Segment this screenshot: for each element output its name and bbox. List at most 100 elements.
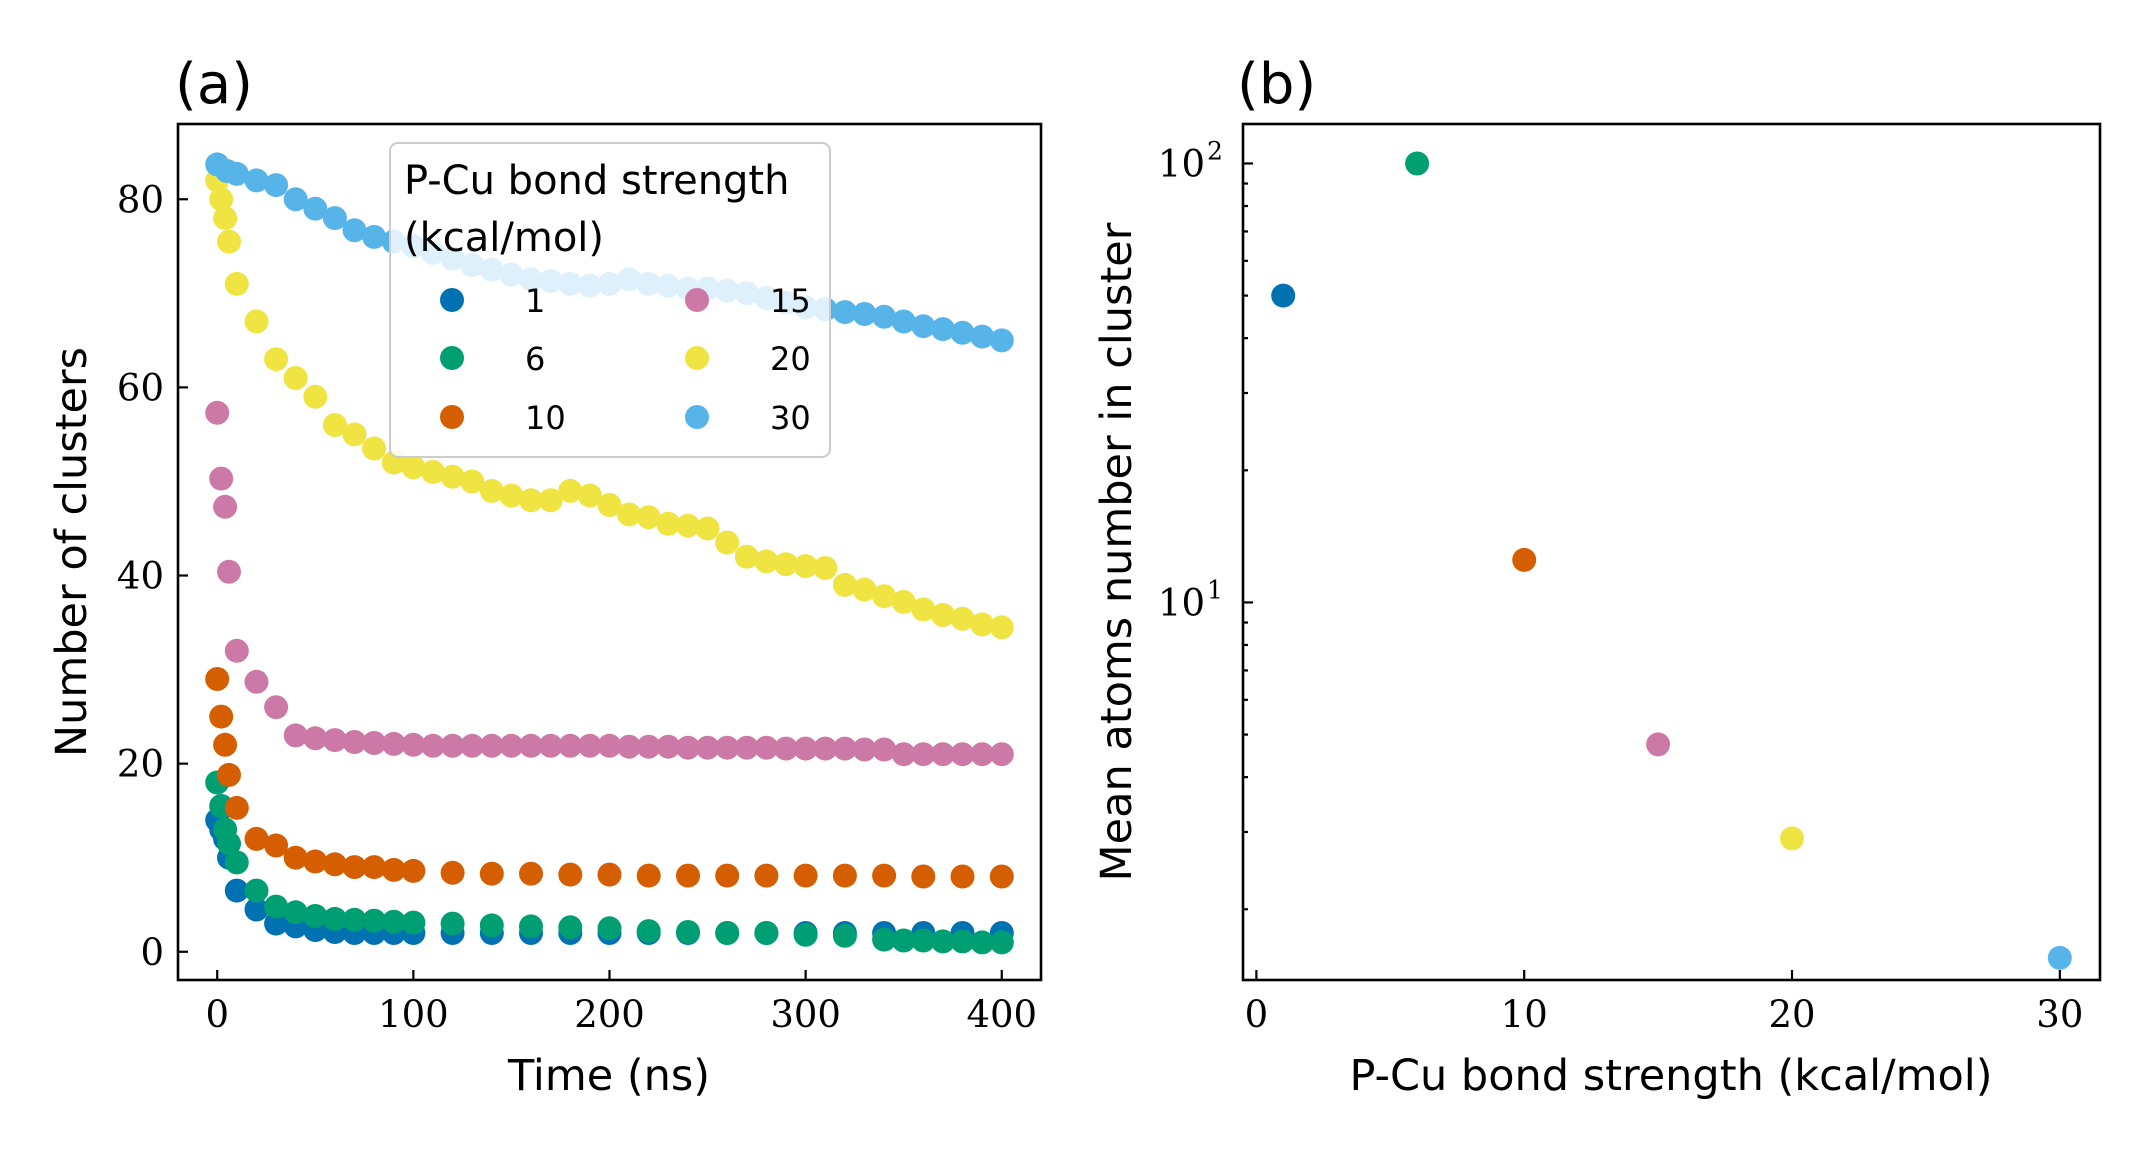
series-1-point: [244, 897, 269, 922]
series-15-point: [538, 733, 563, 758]
series-15-point: [283, 723, 308, 748]
series-15-point: [499, 733, 524, 758]
series-20-point: [322, 413, 347, 437]
series-30-point: [970, 324, 995, 349]
series-20-point: [224, 271, 249, 296]
series-10-point: [322, 852, 347, 877]
series-20-point: [217, 229, 241, 254]
panel-a-y-tick-label: 0: [140, 931, 164, 974]
series-10-point: [558, 862, 583, 887]
legend-marker: [440, 288, 464, 312]
panel-b-x-tick-label: 10: [1501, 993, 1548, 1036]
legend-marker: [685, 405, 709, 429]
legend-title-line-2: (kcal/mol): [404, 215, 604, 261]
legend-label: 6: [525, 340, 545, 378]
series-20-point: [244, 309, 269, 334]
series-6-point: [303, 904, 328, 928]
series-20-point: [597, 493, 622, 517]
series-20-point: [695, 516, 720, 541]
series-20-point: [676, 513, 700, 538]
legend-label: 30: [770, 399, 811, 437]
series-10-point: [205, 667, 230, 691]
series-20-point: [362, 436, 387, 461]
series-15-point: [891, 742, 916, 767]
series-6-point: [989, 930, 1014, 955]
series-6-point: [872, 927, 897, 952]
series-15-point: [362, 731, 387, 755]
legend-label: 10: [525, 399, 566, 437]
series-6-point: [950, 929, 975, 954]
series-6-point: [342, 907, 367, 932]
series-20-point: [460, 469, 485, 494]
series-20-point: [656, 511, 681, 536]
series-20-point: [283, 366, 308, 390]
panel-a-y-tick-label: 80: [117, 178, 164, 221]
legend-marker: [440, 346, 464, 370]
series-20-point: [499, 483, 524, 508]
series-10-point: [950, 864, 975, 889]
series-10-point: [283, 845, 308, 870]
series-10-point: [911, 864, 936, 889]
legend-entries: 1 6 10 15 20 30: [440, 282, 811, 437]
series-6-point: [362, 908, 387, 933]
series-15-point: [930, 742, 955, 767]
series-20-point: [264, 347, 289, 372]
series-15-point: [519, 733, 543, 758]
series-6-point: [715, 921, 740, 945]
series-6-point: [322, 906, 347, 931]
legend-entry-20: 20: [685, 340, 811, 378]
series-30-point: [852, 302, 877, 326]
legend-label: 1: [525, 282, 545, 320]
series-30-point: [930, 317, 955, 342]
series-15-point: [793, 736, 818, 761]
series-15-point: [322, 728, 347, 753]
series-6-point: [832, 923, 857, 948]
panel-a-ticks: 0 100 200 300 400 0 20 40 60 80: [117, 178, 1037, 1036]
series-15-point: [401, 732, 426, 757]
series-6-point: [558, 915, 583, 940]
series-6-point: [224, 850, 249, 875]
panel-b-points: [1271, 151, 2072, 970]
series-10-point: [401, 858, 426, 883]
series-15-point: [224, 638, 249, 663]
series-10-point: [362, 855, 387, 880]
panel-a-y-axis-title: Number of clusters: [47, 347, 97, 757]
panel-a-frame: [176, 122, 1043, 982]
series-20-point: [401, 455, 426, 480]
series-20-point: [636, 505, 661, 530]
series-6-point: [217, 831, 241, 856]
series-30-point: [283, 187, 308, 212]
series-6-point: [970, 930, 995, 955]
series-6-point: [636, 919, 661, 944]
panel-a-x-tick-label: 300: [770, 993, 841, 1036]
series-10-point: [676, 863, 700, 888]
series-10-point: [519, 861, 543, 886]
series-15-point: [244, 669, 269, 694]
series-15-point: [303, 726, 328, 751]
series-10-point: [872, 863, 897, 888]
series-6-point: [381, 909, 406, 934]
panel-a-y-tick-label: 60: [117, 366, 164, 409]
panel-a-x-tick-label: 400: [966, 993, 1037, 1036]
legend-label: 20: [770, 340, 811, 378]
series-30-point: [303, 196, 328, 221]
series-15-point: [715, 735, 740, 760]
series-20-point: [989, 615, 1014, 640]
panel-b-y-tick-label: 10: [1158, 581, 1205, 624]
series-20-point: [209, 187, 234, 212]
series-15-point: [381, 731, 406, 756]
series-20-point: [558, 478, 583, 503]
series-10-point: [303, 849, 328, 874]
legend-box: [389, 142, 831, 458]
panel-a-points: [205, 152, 1014, 955]
series-15-point: [970, 742, 995, 767]
series-30-point: [872, 304, 897, 329]
series-20-point: [872, 584, 897, 609]
series-20-point: [519, 488, 543, 513]
series-15-point: [774, 736, 798, 761]
panel-b-x-tick-label: 20: [1768, 993, 1815, 1036]
series-20-point: [950, 606, 975, 631]
panel-a-label: (a): [175, 52, 253, 117]
series-6-point: [891, 928, 916, 953]
series-30-point: [362, 224, 387, 249]
